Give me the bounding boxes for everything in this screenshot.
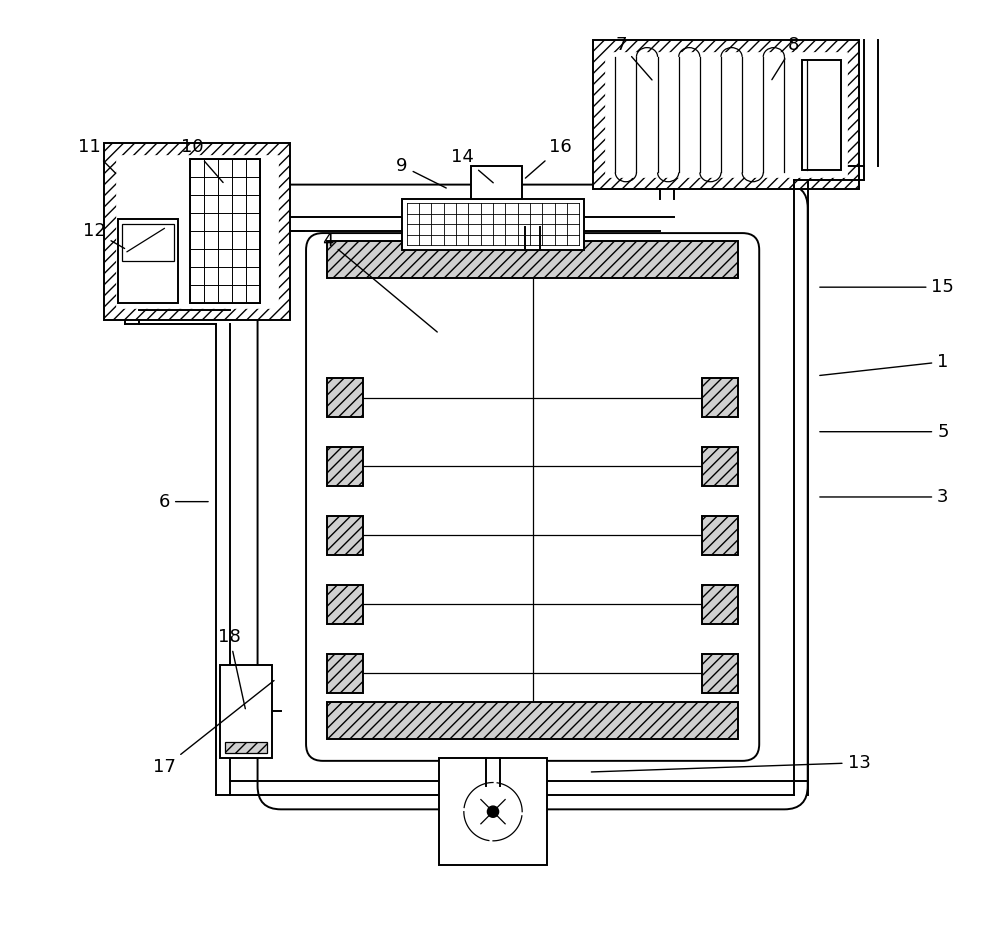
Text: 3: 3: [820, 488, 949, 506]
Bar: [118, 219, 178, 303]
Bar: [190, 159, 260, 303]
Text: 16: 16: [525, 138, 572, 178]
Text: 10: 10: [181, 138, 223, 183]
Text: 15: 15: [820, 279, 954, 296]
FancyBboxPatch shape: [306, 233, 759, 761]
Bar: [327, 446, 363, 486]
Bar: [402, 199, 584, 250]
Bar: [702, 378, 738, 417]
Bar: [802, 60, 841, 170]
Text: 6: 6: [159, 492, 208, 510]
Bar: [116, 155, 278, 308]
Bar: [327, 516, 363, 555]
Text: 4: 4: [322, 232, 437, 332]
Text: 7: 7: [615, 36, 652, 80]
Text: 14: 14: [451, 147, 493, 183]
Bar: [104, 143, 290, 320]
Bar: [327, 240, 738, 278]
Bar: [327, 703, 738, 739]
Bar: [439, 758, 547, 865]
Bar: [702, 654, 738, 693]
Bar: [702, 446, 738, 486]
Bar: [327, 584, 363, 624]
Bar: [702, 516, 738, 555]
Bar: [327, 654, 363, 693]
Text: 18: 18: [218, 628, 245, 709]
Text: 11: 11: [78, 138, 116, 174]
Text: 17: 17: [153, 681, 274, 777]
Bar: [605, 53, 847, 177]
Bar: [225, 742, 267, 753]
Bar: [122, 224, 174, 261]
Text: 12: 12: [83, 222, 125, 249]
Text: 9: 9: [396, 157, 446, 188]
Bar: [593, 40, 859, 189]
Text: 13: 13: [591, 754, 870, 772]
FancyBboxPatch shape: [258, 185, 808, 809]
Circle shape: [487, 806, 499, 817]
Bar: [220, 665, 272, 758]
Bar: [327, 378, 363, 417]
Text: 5: 5: [820, 423, 949, 441]
Text: 1: 1: [820, 353, 949, 375]
Bar: [471, 166, 522, 199]
Text: 8: 8: [772, 36, 799, 80]
Bar: [702, 584, 738, 624]
